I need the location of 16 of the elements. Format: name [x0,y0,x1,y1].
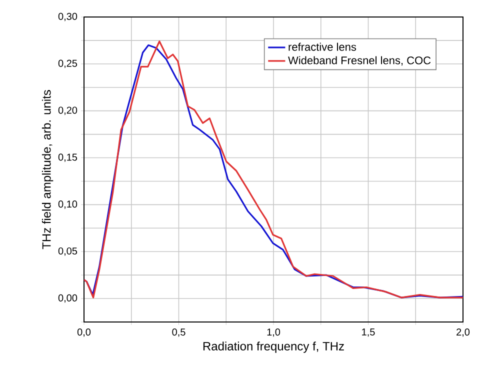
x-tick-label: 2,0 [456,328,470,337]
y-tick-label: 0,25 [58,60,78,68]
y-tick-label: 0,15 [58,154,78,162]
x-tick-label: 1,0 [267,328,280,337]
x-tick-label: 0,5 [172,328,186,337]
y-tick-label: 0,10 [58,200,78,209]
legend-label: Wideband Fresnel lens, COC [288,56,431,66]
y-tick-label: 0,20 [58,106,78,115]
y-tick-label: 0,00 [58,294,78,303]
y-tick-label: 0,30 [58,12,78,22]
x-axis-title: Radiation frequency f, THz [203,342,344,353]
x-tick-label: 0,0 [77,328,91,337]
y-tick-label: 0,05 [58,247,78,256]
x-tick-label: 1,5 [362,328,375,337]
y-axis-title: THz field amplitude, arb. units [42,90,54,250]
legend-label: refractive lens [288,42,356,51]
